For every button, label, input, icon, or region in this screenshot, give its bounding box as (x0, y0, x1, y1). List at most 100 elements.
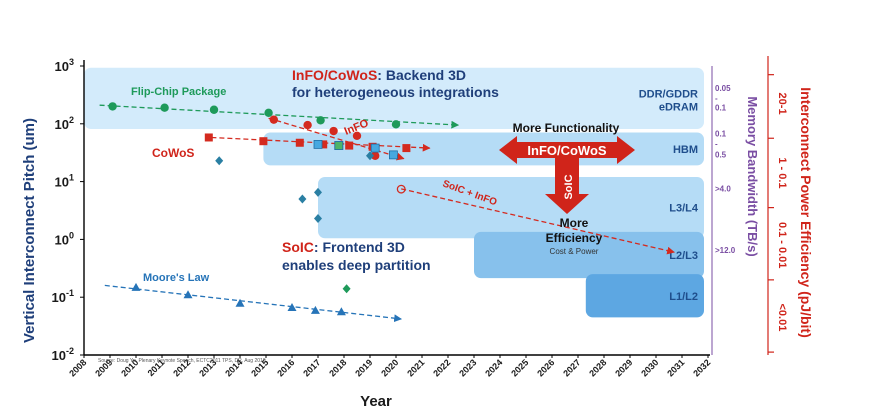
band-hbm (263, 132, 704, 166)
data-points (108, 102, 411, 316)
x-tick-label: 2022 (431, 357, 452, 378)
band-l2-l3 (474, 231, 704, 279)
x-tick-label: 2026 (535, 357, 556, 378)
soic-green-point (342, 284, 351, 294)
band-l3-l4 (318, 176, 704, 239)
band-label: L1/L2 (669, 291, 698, 303)
y-tick-label: 103 (55, 57, 74, 74)
band-l1-l2 (585, 274, 704, 318)
soic-info-start-point (396, 184, 406, 194)
x-tick-label: 2024 (483, 357, 504, 378)
soic-title: SoIC: Frontend 3D (282, 239, 405, 255)
cowos-point (319, 140, 328, 149)
x-tick-label: 2032 (691, 357, 712, 378)
x-tick-label: 2020 (379, 357, 400, 378)
x-tick-label: 2025 (509, 357, 530, 378)
info-cowos-subtitle: for heterogeneous integrations (292, 84, 499, 100)
cost-power-label: Cost & Power (550, 247, 599, 256)
flip-chip-package-point (391, 120, 401, 129)
arrow-soic-label: SoIC (563, 174, 575, 199)
x-tick-label: 2017 (301, 357, 322, 378)
cowos-point (204, 133, 213, 142)
soic-point (298, 194, 307, 204)
band-label: HBM (673, 144, 698, 156)
band-label: L3/L4 (669, 203, 699, 215)
info-point (329, 126, 338, 136)
x-tick-label: 2028 (587, 357, 608, 378)
y-tick-label: 100 (55, 230, 74, 247)
memory-bandwidth-tick: 0.05 (715, 84, 731, 93)
hbm-green-point (334, 141, 344, 150)
moore-s-law-point (235, 298, 245, 307)
cowos-point (402, 144, 411, 153)
x-tick-label: 2031 (665, 357, 686, 378)
band-label: L2/L3 (669, 250, 698, 262)
right-axes: 0.05-0.10.1-0.5>4.0>12.0 Memory Bandwidth… (711, 56, 814, 355)
arrow-info-cowos-label: InFO/CoWoS (527, 143, 607, 158)
flip-chip-package-point (108, 102, 117, 111)
moore-s-law-point (336, 307, 346, 316)
memory-bandwidth-tick: 0.1 (715, 104, 727, 113)
flip-chip-package-point (264, 108, 273, 117)
hbm-squares-point (370, 143, 380, 153)
cowos-point (345, 141, 354, 150)
x-tick-label: 2016 (275, 357, 296, 378)
band-label: DDR/GDDR (639, 89, 698, 101)
moores-law-label: Moore's Law (143, 272, 210, 284)
functionality-efficiency-arrow (499, 136, 635, 214)
y-tick-label: 102 (55, 115, 74, 132)
band-label: eDRAM (659, 102, 698, 114)
source-note: Source: Doug Yu, Plenary Keynote Speech,… (98, 358, 266, 364)
soic-point (314, 187, 322, 197)
cowos-point (295, 138, 304, 147)
hbm-squares-point (313, 140, 323, 149)
memory-bandwidth-tick: 0.1 (715, 130, 727, 139)
x-tick-label: 2018 (327, 357, 348, 378)
power-efficiency-tick-label: <0.01 (776, 304, 788, 332)
x-tick-label: 2030 (639, 357, 660, 378)
moore-s-law-point (310, 305, 320, 314)
soic-point (314, 213, 322, 223)
info-point (269, 115, 278, 124)
memory-bandwidth-tick: - (715, 139, 718, 148)
y-axis-title: Vertical Interconnect Pitch (um) (21, 118, 38, 343)
moore-s-law-point (287, 303, 297, 312)
moores-law-trend (104, 284, 402, 323)
moore-s-law-point (131, 282, 141, 291)
y-tick-label: 10-2 (52, 346, 74, 363)
cowos-trend (211, 136, 431, 152)
power-efficiency-tick-label: 20-1 (776, 93, 788, 115)
info-point (352, 131, 362, 140)
band-ddr-gddr (84, 67, 704, 130)
soic-point (215, 156, 224, 166)
more-functionality-label: More Functionality (513, 121, 620, 135)
soic-point (366, 151, 374, 161)
flip-chip-package-point (209, 105, 219, 114)
x-tick-label: 2027 (561, 357, 582, 378)
memory-bandwidth-tick: - (715, 94, 718, 103)
hbm-squares-point (388, 150, 398, 160)
memory-bandwidth-tick: >4.0 (715, 185, 731, 194)
x-tick-label: 2023 (457, 357, 478, 378)
x-tick-label: 2008 (67, 357, 88, 378)
soic-info-trend (401, 188, 675, 255)
x-tick-label: 2021 (405, 357, 426, 378)
info-cowos-title: InFO/CoWoS: Backend 3D (292, 67, 466, 83)
cowos-point (259, 137, 268, 146)
x-tick-label: 2029 (613, 357, 634, 378)
efficiency-label: Efficiency (546, 231, 603, 245)
memory-bandwidth-tick: 0.5 (715, 150, 727, 159)
info-point (371, 151, 380, 160)
moore-s-law-point (183, 290, 193, 299)
flip-chip-label: Flip-Chip Package (131, 86, 226, 98)
power-efficiency-tick-label: 1 - 0.1 (776, 157, 788, 188)
y-tick-label: 10-1 (52, 288, 74, 305)
x-axis-title: Year (360, 393, 392, 410)
flip-chip-package-point (316, 116, 325, 125)
info-point (303, 120, 312, 130)
y-tick-label: 101 (55, 173, 74, 190)
power-efficiency-tick-label: 0.1 - 0.01 (776, 222, 788, 268)
memory-bandwidth-axis-title: Memory Bandwidth (TB/s) (745, 96, 760, 256)
